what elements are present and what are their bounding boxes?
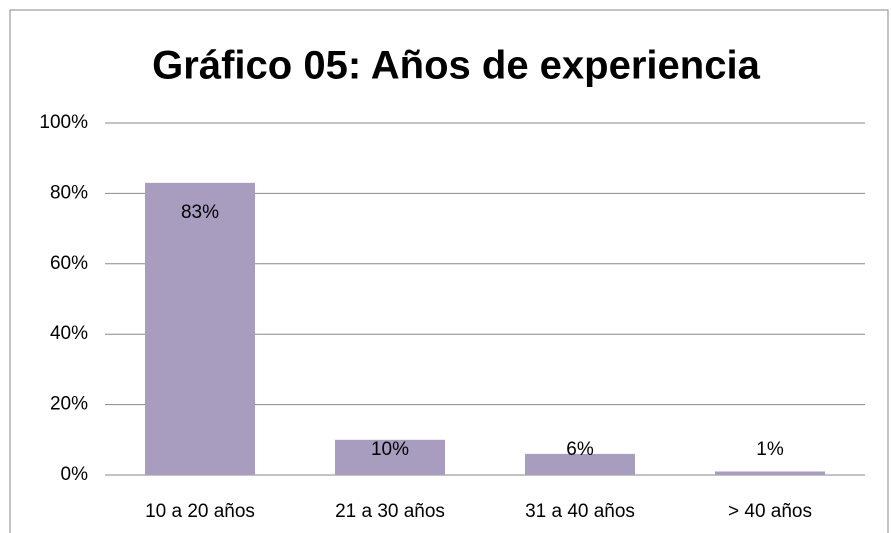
- y-tick-label: 100%: [39, 112, 88, 133]
- chart-title: Gráfico 05: Años de experiencia: [152, 44, 760, 88]
- data-label: 10%: [371, 439, 409, 460]
- y-tick-label: 0%: [61, 464, 89, 485]
- y-tick-label: 20%: [50, 394, 88, 415]
- y-tick-label: 40%: [50, 323, 88, 344]
- x-tick-label: 10 a 20 años: [145, 501, 255, 522]
- x-tick-label: 31 a 40 años: [525, 501, 635, 522]
- x-tick-label: 21 a 30 años: [335, 501, 445, 522]
- bar: [335, 439, 445, 475]
- bar: [525, 453, 635, 475]
- bar: [715, 471, 825, 475]
- data-label: 83%: [181, 202, 219, 223]
- y-tick-label: 80%: [50, 182, 88, 203]
- y-tick-label: 60%: [50, 253, 88, 274]
- bar: [145, 182, 255, 475]
- data-label: 6%: [566, 439, 594, 460]
- x-tick-label: > 40 años: [728, 501, 812, 522]
- data-label: 1%: [756, 439, 784, 460]
